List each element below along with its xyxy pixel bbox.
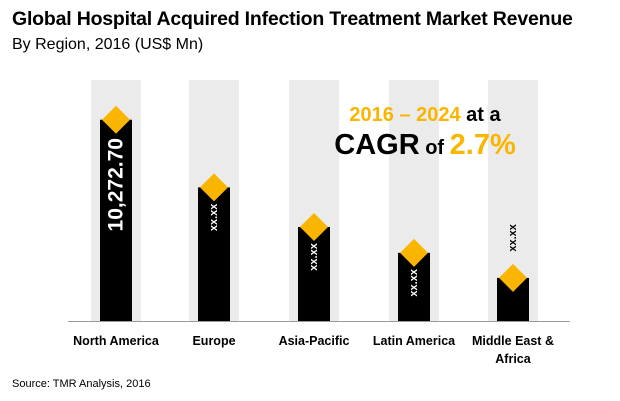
bar-1 bbox=[198, 187, 230, 321]
bar-marker-4 bbox=[499, 263, 527, 292]
cagr-period: 2016 – 2024 bbox=[349, 104, 461, 126]
chart-title: Global Hospital Acquired Infection Treat… bbox=[12, 8, 573, 30]
category-label-3: Latin America bbox=[373, 334, 456, 348]
category-label-2: Asia-Pacific bbox=[279, 334, 350, 348]
bar-2 bbox=[298, 226, 330, 321]
cagr-of: of bbox=[419, 137, 450, 159]
cagr-value: 2.7% bbox=[449, 129, 516, 161]
data-label-2: xx.xx bbox=[308, 242, 320, 270]
category-label-0: North America bbox=[73, 334, 160, 348]
cagr-at-a: at a bbox=[460, 104, 501, 126]
data-label-0: 10,272.70 bbox=[105, 138, 128, 231]
data-label-1: xx.xx bbox=[208, 203, 220, 231]
cagr-value-line: CAGR of 2.7% bbox=[330, 129, 520, 162]
bar-0 bbox=[100, 119, 132, 321]
cagr-callout: 2016 – 2024 at a CAGR of 2.7% bbox=[330, 104, 520, 162]
bar-marker-0 bbox=[102, 105, 130, 134]
bar-marker-2 bbox=[300, 212, 328, 241]
category-label-4-line-1: Africa bbox=[495, 352, 531, 366]
chart-subtitle: By Region, 2016 (US$ Mn) bbox=[12, 36, 204, 53]
source-note: Source: TMR Analysis, 2016 bbox=[12, 378, 151, 390]
category-label-1: Europe bbox=[192, 334, 235, 348]
bar-marker-1 bbox=[200, 173, 228, 202]
data-label-4: xx.xx bbox=[507, 223, 519, 251]
data-label-3: xx.xx bbox=[408, 268, 420, 296]
bar-marker-3 bbox=[400, 238, 428, 267]
cagr-period-line: 2016 – 2024 at a bbox=[330, 104, 520, 127]
cagr-label: CAGR bbox=[334, 129, 420, 161]
category-label-4-line-0: Middle East & bbox=[472, 334, 554, 348]
